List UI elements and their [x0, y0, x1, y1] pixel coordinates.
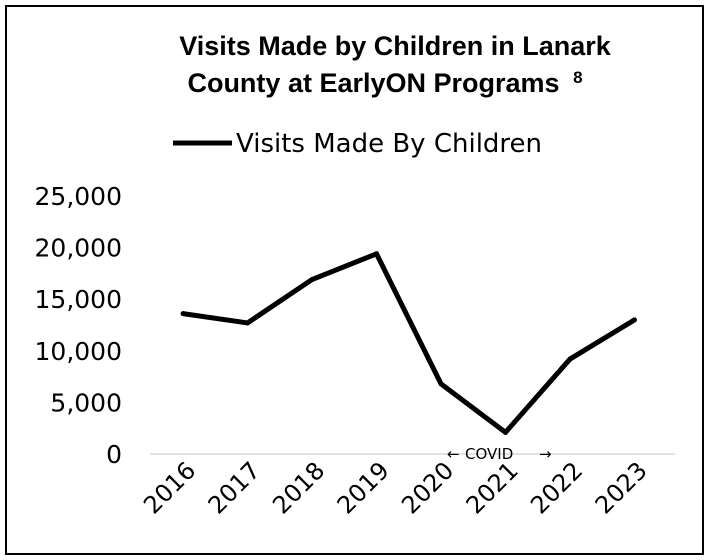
chart-title-line-2: County at EarlyON Programs 8 [187, 68, 582, 98]
y-tick-label: 15,000 [35, 285, 122, 314]
x-tick-label: 2018 [267, 456, 330, 519]
x-tick-label: 2017 [203, 456, 266, 519]
chart-title-line-1: Visits Made by Children in Lanark [179, 31, 612, 61]
x-tick-label: 2019 [332, 456, 395, 519]
x-axis-ticks: 2016 2017 2018 2019 2020 2021 2022 2023 [138, 456, 652, 519]
series-points [180, 251, 637, 435]
data-point [180, 311, 186, 317]
covid-annotation: ← COVID → [447, 445, 552, 463]
legend-label: Visits Made By Children [236, 129, 542, 159]
data-point [567, 356, 573, 362]
covid-right-arrow: → [539, 445, 552, 463]
x-tick-label: 2023 [590, 456, 653, 519]
x-tick-label: 2020 [396, 456, 459, 519]
covid-label: COVID [465, 445, 513, 463]
y-tick-label: 25,000 [35, 182, 122, 211]
y-tick-label: 0 [106, 440, 122, 469]
y-axis-ticks: 25,000 20,000 15,000 10,000 5,000 0 [35, 182, 122, 469]
x-tick-label: 2016 [138, 456, 201, 519]
x-tick-label: 2021 [461, 456, 524, 519]
data-point [245, 320, 250, 326]
x-tick-label: 2022 [525, 456, 588, 519]
data-point [438, 381, 444, 387]
data-point [309, 277, 315, 283]
covid-left-arrow: ← [447, 445, 460, 463]
y-tick-label: 5,000 [50, 388, 122, 417]
chart-title-line-2-text: County at EarlyON Programs [187, 68, 559, 98]
y-tick-label: 10,000 [35, 337, 122, 366]
chart-frame [5, 5, 704, 555]
series-line-visits [182, 251, 636, 435]
chart-title-footnote: 8 [573, 68, 582, 87]
data-point [503, 429, 508, 435]
data-point [632, 317, 637, 323]
data-point [374, 251, 379, 257]
y-tick-label: 20,000 [35, 234, 122, 263]
